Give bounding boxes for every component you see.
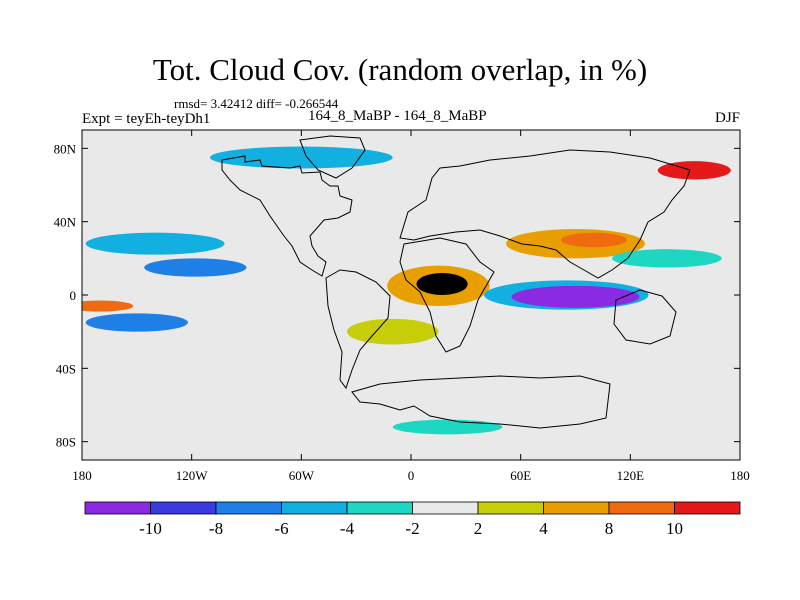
anomaly-central-africa-high-core bbox=[416, 273, 468, 295]
colorbar-label: -6 bbox=[274, 519, 288, 538]
anomaly-east-pacific-ring bbox=[144, 258, 247, 277]
y-tick-label: 0 bbox=[70, 288, 77, 303]
period-label: 164_8_MaBP - 164_8_MaBP bbox=[308, 108, 487, 124]
axes: 180 120W 60W 0 60E 120E 180 80N 40N 0 40S 80S bbox=[54, 130, 750, 483]
chart-title: Tot. Cloud Cov. (random overlap, in %) bbox=[152, 52, 648, 87]
colorbar-label: -4 bbox=[340, 519, 355, 538]
colorbar-label: -10 bbox=[139, 519, 162, 538]
y-tick-label: 40S bbox=[56, 361, 76, 376]
x-tick-label: 180 bbox=[72, 468, 92, 483]
anomaly-north-pacific-ring bbox=[612, 249, 722, 268]
x-tick-label: 180 bbox=[730, 468, 750, 483]
coastline-eurasia bbox=[399, 149, 691, 279]
anomaly-arabia-india-high-core bbox=[560, 232, 627, 248]
colorbar-swatch bbox=[674, 501, 741, 515]
y-tick-label: 80N bbox=[54, 141, 77, 156]
stats-label: rmsd= 3.42412 diff= -0.266544 bbox=[174, 96, 339, 111]
coastline-africa bbox=[399, 237, 495, 353]
season-label: DJF bbox=[714, 110, 740, 126]
x-tick-label: 60E bbox=[510, 468, 531, 483]
y-tick-label: 40N bbox=[54, 215, 77, 230]
anomaly-south-pacific-low bbox=[85, 313, 189, 332]
colorbar-label: 8 bbox=[605, 519, 614, 538]
coastlines bbox=[221, 135, 691, 429]
colorbar-swatch bbox=[281, 501, 348, 515]
colorbar-swatch bbox=[412, 501, 479, 515]
experiment-label: Expt = teyEh-teyDh1 bbox=[82, 111, 211, 127]
anomaly-field bbox=[82, 146, 731, 435]
anomaly-west-pacific-ring bbox=[85, 232, 225, 255]
colorbar-label: -2 bbox=[405, 519, 419, 538]
colorbar-swatch bbox=[150, 501, 217, 515]
colorbar-label: 4 bbox=[539, 519, 548, 538]
coastline-north-america bbox=[221, 155, 353, 277]
x-tick-label: 60W bbox=[289, 468, 315, 483]
colorbar-label: 2 bbox=[474, 519, 483, 538]
y-tick-label: 80S bbox=[56, 435, 76, 450]
colorbar-swatch bbox=[84, 501, 151, 515]
anomaly-equatorial-dateline-high bbox=[82, 300, 134, 312]
x-tick-label: 120E bbox=[617, 468, 645, 483]
colorbar-swatch bbox=[543, 501, 610, 515]
colorbar-label: 10 bbox=[666, 519, 683, 538]
colorbar-swatch bbox=[215, 501, 282, 515]
anomaly-indian-ocean-low-core bbox=[511, 285, 640, 308]
x-tick-label: 0 bbox=[408, 468, 415, 483]
colorbar: -10 -8 -6 -4 -2 2 4 8 10 bbox=[84, 501, 741, 538]
coastline-antarctica bbox=[351, 375, 611, 429]
colorbar-swatch bbox=[346, 501, 413, 515]
anomaly-arctic-low bbox=[209, 146, 393, 169]
coastline-south-america bbox=[325, 269, 391, 390]
colorbar-swatch bbox=[477, 501, 544, 515]
anomaly-south-atlantic-high bbox=[347, 318, 439, 345]
coastline-greenland bbox=[299, 135, 366, 179]
anomaly-southern-ocean-low bbox=[392, 419, 503, 435]
x-tick-label: 120W bbox=[176, 468, 209, 483]
coastline-australia bbox=[613, 289, 677, 345]
colorbar-label: -8 bbox=[209, 519, 223, 538]
colorbar-swatch bbox=[608, 501, 675, 515]
